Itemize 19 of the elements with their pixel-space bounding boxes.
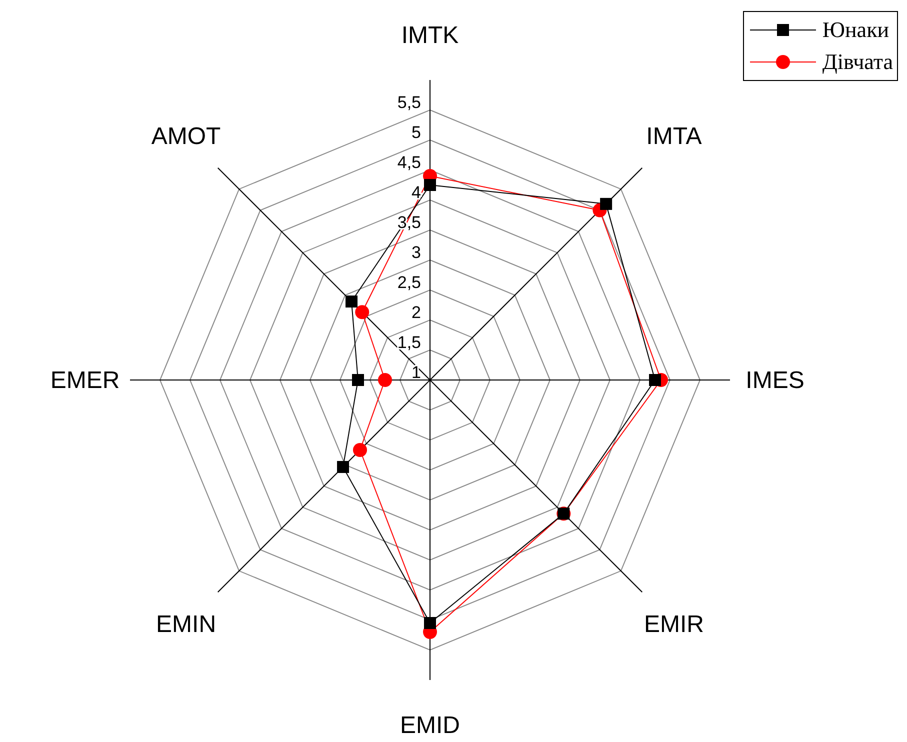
legend-label: Юнаки [822, 17, 890, 43]
spoke-label: EMID [400, 712, 460, 739]
y-tick-label: 3 [412, 243, 421, 262]
spoke-label: AMOT [151, 123, 222, 150]
y-tick-label: 5,5 [397, 93, 421, 112]
spoke-label: IMTK [401, 22, 459, 49]
spoke-label: IMTA [646, 123, 702, 150]
y-tick-label: 2 [412, 303, 421, 322]
spoke-label: IMES [746, 367, 804, 394]
spoke-label: EMER [50, 367, 120, 394]
y-tick-label: 5 [412, 123, 421, 142]
spoke-label: EMIN [156, 610, 216, 638]
spoke-label: EMIR [644, 610, 704, 638]
legend-label: Дівчата [822, 49, 893, 75]
y-tick-label: 1 [412, 363, 421, 382]
y-tick-label: 2,5 [397, 273, 421, 292]
y-tick-label: 1,5 [397, 333, 421, 352]
y-tick-label: 4,5 [397, 153, 421, 172]
y-tick-label: 4 [412, 183, 421, 202]
